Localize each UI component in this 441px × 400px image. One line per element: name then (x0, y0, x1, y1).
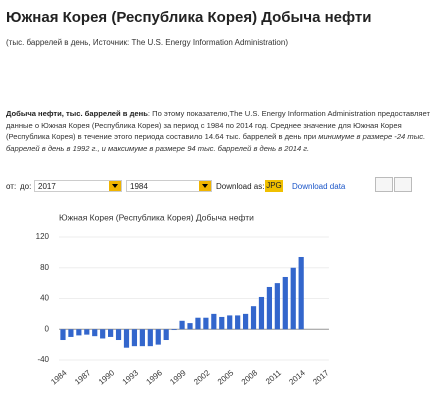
bar (266, 286, 273, 330)
bar (123, 329, 130, 348)
x-tick-label: 2011 (264, 368, 283, 386)
bar (219, 316, 225, 330)
controls: от: до: 2017 1984 Download as: JPG Downl… (6, 177, 436, 194)
from-label: от: (6, 182, 17, 191)
y-tick-label: 40 (40, 294, 49, 303)
download-as-label: Download as: (216, 182, 265, 191)
bar (84, 329, 90, 335)
bar (203, 317, 209, 330)
bar (60, 329, 66, 341)
y-tick-label: 120 (36, 232, 50, 241)
select-start[interactable]: 1984 (126, 180, 212, 192)
bar (131, 329, 138, 347)
chart-title: Южная Корея (Республика Корея) Добыча не… (59, 212, 254, 222)
dropdown-arrow (199, 181, 211, 191)
bar (76, 329, 82, 336)
bar-chart-icon[interactable] (394, 177, 412, 192)
x-tick-label: 1984 (49, 368, 69, 387)
bar (179, 320, 185, 330)
bar (250, 306, 257, 330)
select-end[interactable]: 2017 (34, 180, 122, 192)
bar (92, 329, 98, 337)
description: Добыча нефти, тыс. баррелей в день: По э… (6, 108, 434, 154)
dropdown-arrow (109, 181, 121, 191)
bar (100, 329, 106, 339)
bar (163, 329, 169, 341)
bar (227, 315, 233, 330)
description-body: : По этому показателю,The U.S. Energy In… (6, 109, 430, 141)
jpg-button[interactable]: JPG (265, 180, 283, 192)
bar (171, 329, 177, 331)
bar (155, 329, 161, 345)
x-tick-label: 2005 (216, 368, 236, 387)
bar (282, 276, 288, 330)
select-end-value: 2017 (38, 182, 56, 191)
page-title: Южная Корея (Республика Корея) Добыча не… (6, 9, 372, 26)
bar (235, 315, 241, 330)
bar (187, 323, 193, 330)
x-tick-label: 2014 (287, 368, 307, 387)
y-tick-label: 0 (45, 324, 50, 333)
bar (115, 329, 122, 341)
x-tick-label: 2002 (192, 368, 212, 387)
bar (242, 313, 249, 330)
line-chart-icon[interactable] (375, 177, 393, 192)
bar (147, 329, 153, 347)
chart: Южная Корея (Республика Корея) Добыча не… (36, 212, 331, 387)
bar (258, 296, 265, 330)
bar (195, 317, 201, 330)
bar (211, 313, 217, 330)
x-tick-label: 2008 (240, 368, 260, 387)
description-lead: Добыча нефти, тыс. баррелей в день (6, 109, 148, 118)
description-italic: минимуме в размере -24 тыс. баррелей в д… (6, 132, 426, 153)
bar (139, 329, 145, 347)
x-tick-label: 1990 (97, 368, 117, 387)
page-subtitle: (тыс. баррелей в день, Источник: The U.S… (6, 38, 288, 47)
bar (108, 329, 114, 337)
x-tick-label: 1987 (73, 368, 93, 387)
y-tick-label: 80 (40, 263, 49, 272)
x-tick-label: 2017 (311, 368, 331, 387)
to-label: до: (20, 182, 32, 191)
x-tick-label: 1999 (168, 368, 188, 387)
x-tick-label: 1996 (144, 368, 164, 387)
bar (68, 329, 74, 337)
download-data-link[interactable]: Download data (292, 182, 346, 191)
bar (298, 256, 304, 330)
y-tick-label: -40 (37, 355, 49, 364)
x-tick-label: 1993 (121, 368, 141, 387)
select-start-value: 1984 (130, 182, 148, 191)
bar (290, 267, 296, 330)
bar (274, 283, 280, 330)
